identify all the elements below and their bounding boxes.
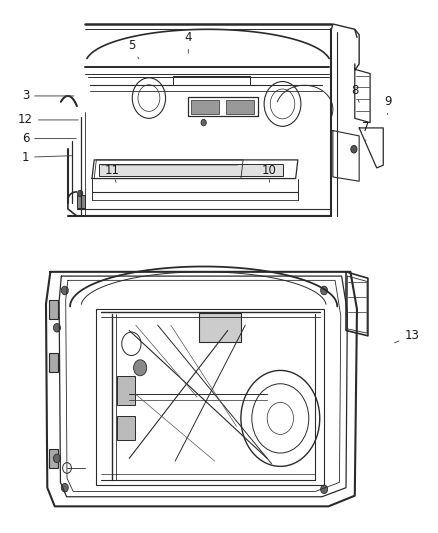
Text: 1: 1 xyxy=(21,151,72,164)
Text: 4: 4 xyxy=(184,31,192,53)
Circle shape xyxy=(201,119,206,126)
Text: 7: 7 xyxy=(362,122,370,141)
Bar xyxy=(49,300,58,319)
Bar xyxy=(49,353,58,372)
Bar xyxy=(117,376,135,405)
Text: 11: 11 xyxy=(104,164,119,182)
Bar xyxy=(117,416,135,440)
Bar xyxy=(49,449,58,468)
Bar xyxy=(226,100,254,114)
Text: 6: 6 xyxy=(21,132,76,145)
Circle shape xyxy=(78,190,83,197)
Circle shape xyxy=(53,324,60,332)
Bar xyxy=(99,164,283,176)
Circle shape xyxy=(134,360,147,376)
Bar xyxy=(199,313,241,342)
Text: 10: 10 xyxy=(262,164,277,182)
Circle shape xyxy=(321,286,328,295)
Bar xyxy=(191,100,219,114)
Text: 12: 12 xyxy=(18,114,78,126)
Text: 3: 3 xyxy=(22,90,74,102)
Circle shape xyxy=(61,286,68,295)
Circle shape xyxy=(61,483,68,492)
Text: 5: 5 xyxy=(128,39,139,59)
Circle shape xyxy=(321,485,328,494)
Circle shape xyxy=(351,146,357,153)
Circle shape xyxy=(53,454,60,463)
Bar xyxy=(77,195,85,208)
Text: 8: 8 xyxy=(351,84,359,102)
Text: 13: 13 xyxy=(395,329,419,343)
Text: 9: 9 xyxy=(384,95,392,115)
